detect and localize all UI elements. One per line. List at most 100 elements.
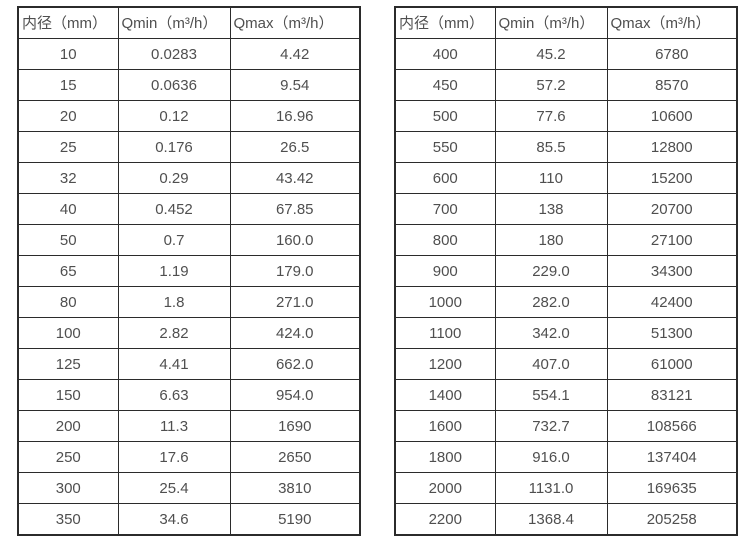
table-row: 300 25.4 3810 bbox=[17, 472, 361, 504]
table-cell: 9.54 bbox=[229, 69, 361, 101]
table-row: 32 0.29 43.42 bbox=[17, 162, 361, 194]
table-cell: 0.29 bbox=[117, 162, 231, 194]
table-row: 700 138 20700 bbox=[394, 193, 738, 225]
table-row: 1400 554.1 83121 bbox=[394, 379, 738, 411]
column-header: Qmax（m³/h） bbox=[229, 6, 361, 39]
table-cell: 10 bbox=[17, 38, 119, 70]
table-cell: 51300 bbox=[606, 317, 738, 349]
table-cell: 1600 bbox=[394, 410, 496, 442]
column-header: 内径（mm） bbox=[17, 6, 119, 39]
table-cell: 34300 bbox=[606, 255, 738, 287]
table-cell: 100 bbox=[17, 317, 119, 349]
table-row: 800 180 27100 bbox=[394, 224, 738, 256]
table-cell: 110 bbox=[494, 162, 608, 194]
table-cell: 169635 bbox=[606, 472, 738, 504]
table-row: 1200 407.0 61000 bbox=[394, 348, 738, 380]
table-row: 500 77.6 10600 bbox=[394, 100, 738, 132]
table-cell: 2000 bbox=[394, 472, 496, 504]
table-row: 1000 282.0 42400 bbox=[394, 286, 738, 318]
table-cell: 1200 bbox=[394, 348, 496, 380]
table-row: 40 0.452 67.85 bbox=[17, 193, 361, 225]
table-cell: 16.96 bbox=[229, 100, 361, 132]
table-row: 65 1.19 179.0 bbox=[17, 255, 361, 287]
table-cell: 57.2 bbox=[494, 69, 608, 101]
table-cell: 43.42 bbox=[229, 162, 361, 194]
table-cell: 1368.4 bbox=[494, 503, 608, 536]
table-cell: 125 bbox=[17, 348, 119, 380]
table-row: 2200 1368.4 205258 bbox=[394, 503, 738, 536]
table-cell: 8570 bbox=[606, 69, 738, 101]
header-row: 内径（mm） Qmin（m³/h） Qmax（m³/h） bbox=[17, 6, 361, 39]
table-cell: 0.7 bbox=[117, 224, 231, 256]
table-cell: 15 bbox=[17, 69, 119, 101]
table-row: 15 0.0636 9.54 bbox=[17, 69, 361, 101]
table-cell: 1400 bbox=[394, 379, 496, 411]
table-row: 1800 916.0 137404 bbox=[394, 441, 738, 473]
table-cell: 662.0 bbox=[229, 348, 361, 380]
table-cell: 205258 bbox=[606, 503, 738, 536]
table-cell: 300 bbox=[17, 472, 119, 504]
table-cell: 1000 bbox=[394, 286, 496, 318]
table-row: 50 0.7 160.0 bbox=[17, 224, 361, 256]
table-row: 250 17.6 2650 bbox=[17, 441, 361, 473]
table-cell: 1100 bbox=[394, 317, 496, 349]
table-row: 25 0.176 26.5 bbox=[17, 131, 361, 163]
table-cell: 42400 bbox=[606, 286, 738, 318]
table-cell: 32 bbox=[17, 162, 119, 194]
table-cell: 150 bbox=[17, 379, 119, 411]
table-cell: 916.0 bbox=[494, 441, 608, 473]
table-cell: 4.42 bbox=[229, 38, 361, 70]
table-row: 125 4.41 662.0 bbox=[17, 348, 361, 380]
table-cell: 108566 bbox=[606, 410, 738, 442]
table-cell: 45.2 bbox=[494, 38, 608, 70]
table-cell: 600 bbox=[394, 162, 496, 194]
table-cell: 25.4 bbox=[117, 472, 231, 504]
table-row: 400 45.2 6780 bbox=[394, 38, 738, 70]
table-cell: 200 bbox=[17, 410, 119, 442]
table-row: 900 229.0 34300 bbox=[394, 255, 738, 287]
table-row: 200 11.3 1690 bbox=[17, 410, 361, 442]
table-cell: 50 bbox=[17, 224, 119, 256]
table-row: 1100 342.0 51300 bbox=[394, 317, 738, 349]
table-cell: 138 bbox=[494, 193, 608, 225]
table-cell: 6.63 bbox=[117, 379, 231, 411]
table-cell: 700 bbox=[394, 193, 496, 225]
table-cell: 271.0 bbox=[229, 286, 361, 318]
table-row: 550 85.5 12800 bbox=[394, 131, 738, 163]
table-row: 80 1.8 271.0 bbox=[17, 286, 361, 318]
table-cell: 83121 bbox=[606, 379, 738, 411]
table-cell: 160.0 bbox=[229, 224, 361, 256]
flow-table-small-diameters: 内径（mm） Qmin（m³/h） Qmax（m³/h） 10 0.0283 4.42 1… bbox=[17, 6, 361, 536]
table-cell: 0.12 bbox=[117, 100, 231, 132]
table-cell: 550 bbox=[394, 131, 496, 163]
table-row: 100 2.82 424.0 bbox=[17, 317, 361, 349]
table-cell: 1.19 bbox=[117, 255, 231, 287]
column-header: Qmin（m³/h） bbox=[494, 6, 608, 39]
table-cell: 27100 bbox=[606, 224, 738, 256]
table-cell: 77.6 bbox=[494, 100, 608, 132]
table-cell: 350 bbox=[17, 503, 119, 536]
table-cell: 67.85 bbox=[229, 193, 361, 225]
table-cell: 12800 bbox=[606, 131, 738, 163]
table-cell: 500 bbox=[394, 100, 496, 132]
table-cell: 1800 bbox=[394, 441, 496, 473]
table-cell: 11.3 bbox=[117, 410, 231, 442]
flow-rate-tables: 内径（mm） Qmin（m³/h） Qmax（m³/h） 10 0.0283 4.42 1… bbox=[17, 6, 738, 536]
table-cell: 25 bbox=[17, 131, 119, 163]
table-cell: 0.176 bbox=[117, 131, 231, 163]
column-header: Qmin（m³/h） bbox=[117, 6, 231, 39]
table-cell: 179.0 bbox=[229, 255, 361, 287]
table-cell: 137404 bbox=[606, 441, 738, 473]
table-cell: 40 bbox=[17, 193, 119, 225]
table-cell: 732.7 bbox=[494, 410, 608, 442]
header-row: 内径（mm） Qmin（m³/h） Qmax（m³/h） bbox=[394, 6, 738, 39]
column-header: 内径（mm） bbox=[394, 6, 496, 39]
table-cell: 61000 bbox=[606, 348, 738, 380]
table-row: 10 0.0283 4.42 bbox=[17, 38, 361, 70]
table-cell: 17.6 bbox=[117, 441, 231, 473]
table-cell: 342.0 bbox=[494, 317, 608, 349]
table-cell: 65 bbox=[17, 255, 119, 287]
table-cell: 250 bbox=[17, 441, 119, 473]
table-cell: 800 bbox=[394, 224, 496, 256]
table-cell: 554.1 bbox=[494, 379, 608, 411]
